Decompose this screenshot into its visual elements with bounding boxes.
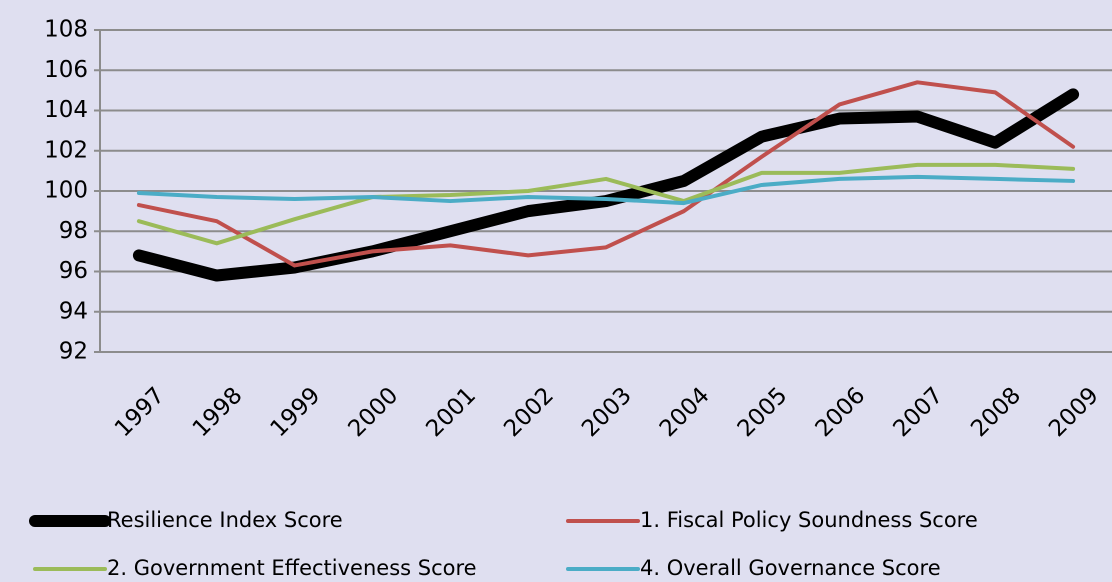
legend-label: 1. Fiscal Policy Soundness Score — [640, 508, 978, 532]
line-series — [136, 162, 1076, 246]
x-tick-label: 2006 — [811, 382, 871, 442]
x-tick-label: 2008 — [966, 382, 1026, 442]
x-tick-label: 2001 — [421, 382, 481, 442]
line-series — [136, 80, 1076, 268]
y-tick-label: 92 — [59, 339, 88, 365]
x-tick-label: 1998 — [188, 382, 248, 442]
y-tick-label: 94 — [59, 298, 88, 324]
y-tick-label: 96 — [59, 258, 88, 284]
y-tick-label: 108 — [44, 17, 88, 43]
line-series — [136, 174, 1076, 206]
y-tick-label: 102 — [44, 137, 88, 163]
x-tick-label: 2000 — [344, 382, 404, 442]
legend-label: 2. Government Effectiveness Score — [107, 556, 477, 580]
x-tick-label: 1999 — [266, 382, 326, 442]
y-tick-label: 100 — [44, 178, 88, 204]
legend-label: Resilience Index Score — [107, 508, 343, 532]
x-tick-label: 2002 — [499, 382, 559, 442]
legend-label: 4. Overall Governance Score — [640, 556, 941, 580]
line-series — [132, 88, 1080, 282]
x-tick-label: 1997 — [110, 382, 170, 442]
y-tick-label: 98 — [59, 218, 88, 244]
x-tick-label: 2003 — [577, 382, 637, 442]
y-tick-label: 104 — [44, 97, 88, 123]
x-tick-label: 2009 — [1044, 382, 1104, 442]
x-tick-label: 2004 — [655, 382, 715, 442]
x-tick-label: 2005 — [733, 382, 793, 442]
x-tick-label: 2007 — [888, 382, 948, 442]
y-tick-label: 106 — [44, 57, 88, 83]
